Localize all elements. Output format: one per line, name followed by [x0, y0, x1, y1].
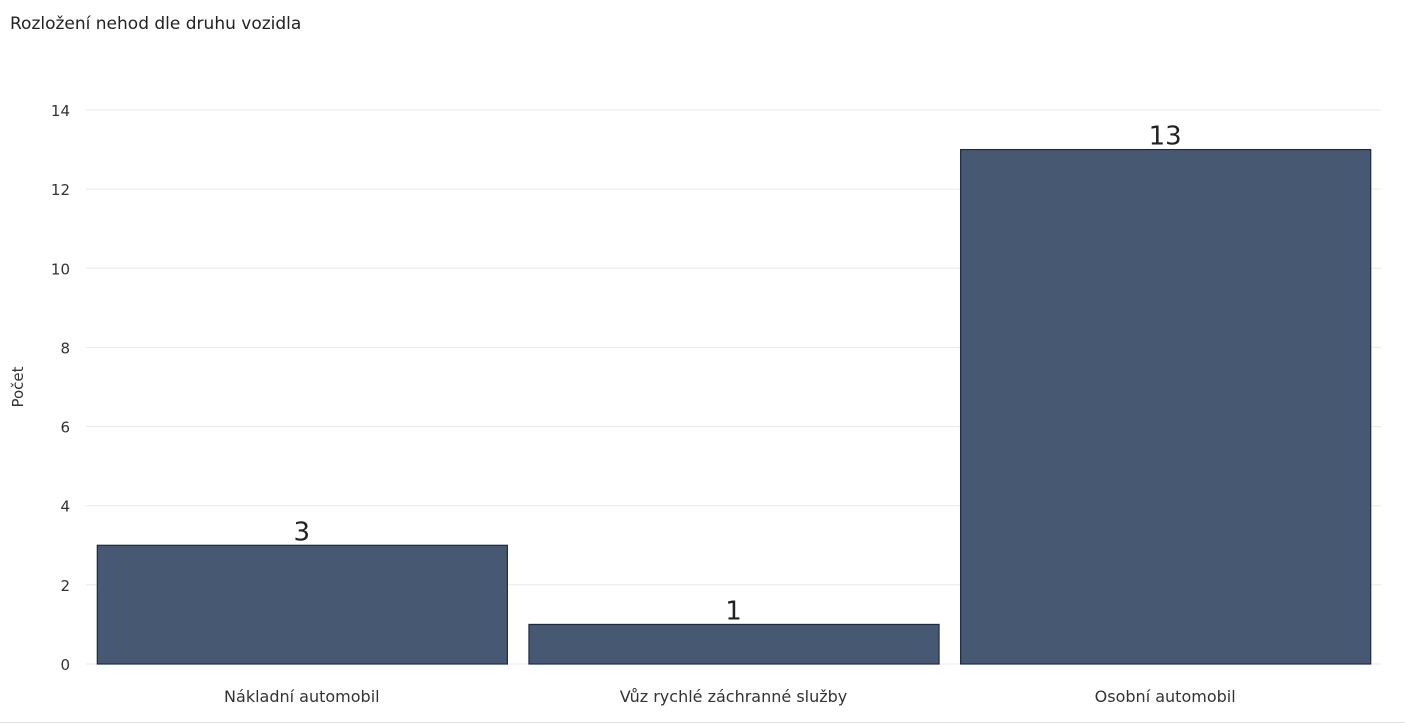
y-tick-label: 0 — [60, 656, 70, 674]
bar — [528, 623, 940, 665]
x-tick-label: Vůz rychlé záchranné služby — [620, 687, 848, 706]
x-tick-label: Osobní automobil — [1095, 687, 1236, 706]
data-label: 3 — [294, 517, 311, 547]
data-label: 1 — [725, 596, 742, 626]
y-tick-label: 10 — [51, 260, 70, 278]
y-tick-label: 8 — [60, 339, 70, 357]
y-tick-label: 4 — [60, 498, 70, 516]
chart-title: Rozložení nehod dle druhu vozidla — [10, 14, 302, 34]
y-tick-label: 2 — [60, 577, 70, 595]
bar — [96, 544, 508, 665]
y-tick-label: 6 — [60, 419, 70, 437]
x-tick-label: Nákladní automobil — [224, 687, 380, 706]
y-tick-label: 12 — [51, 181, 70, 199]
bar — [960, 148, 1372, 665]
data-label: 13 — [1149, 122, 1182, 152]
y-tick-label: 14 — [51, 102, 70, 120]
divider — [0, 722, 1405, 723]
y-axis-label: Počet — [9, 366, 27, 407]
